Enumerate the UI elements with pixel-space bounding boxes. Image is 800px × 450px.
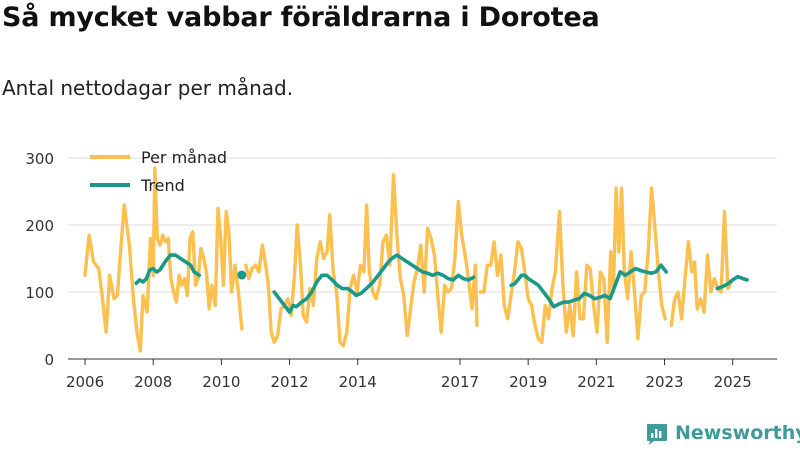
series-1-line-2: [272, 253, 476, 314]
legend-label-1: Trend: [140, 176, 185, 195]
legend-label-0: Per månad: [141, 148, 227, 167]
newsworthy-logo-icon: [647, 424, 667, 445]
series-0-line-3: [669, 209, 733, 328]
y-tick-label-200: 200: [25, 217, 54, 235]
y-tick-label-300: 300: [25, 150, 54, 168]
y-axis-ticks: 0 100 200 300: [25, 150, 54, 369]
series-1-point-1: [237, 270, 247, 280]
x-tick-label-2012: 2012: [270, 373, 308, 391]
series-1-line-0: [134, 253, 201, 286]
y-tick-label-0: 0: [44, 351, 54, 369]
series-0-line-1: [244, 173, 479, 348]
x-axis: 2006 2008 2010 2012 2014 2017 2019 2021 2023 2025: [66, 358, 777, 391]
x-tick-label-2010: 2010: [202, 373, 240, 391]
series-1-line-4: [715, 274, 749, 291]
x-tick-label-2014: 2014: [339, 373, 377, 391]
series-group: [83, 166, 749, 353]
x-tick-label-2019: 2019: [509, 373, 547, 391]
chart-title: Så mycket vabbar föräldrarna i Dorotea: [2, 2, 600, 33]
x-tick-label-2023: 2023: [645, 373, 683, 391]
x-tick-label-2025: 2025: [714, 373, 752, 391]
brand-logo: Newsworthy: [645, 419, 800, 447]
series-1-line-3: [509, 263, 668, 309]
series-0-line-2: [478, 186, 667, 344]
chart-subtitle: Antal nettodagar per månad.: [2, 76, 294, 100]
x-tick-label-2021: 2021: [577, 373, 615, 391]
x-tick-label-2006: 2006: [66, 373, 104, 391]
y-tick-label-100: 100: [25, 284, 54, 302]
x-tick-label-2008: 2008: [134, 373, 172, 391]
series-0-line-0: [83, 166, 244, 353]
legend: Per månad Trend: [90, 148, 227, 195]
x-tick-label-2017: 2017: [441, 373, 479, 391]
brand-name: Newsworthy: [675, 422, 800, 444]
